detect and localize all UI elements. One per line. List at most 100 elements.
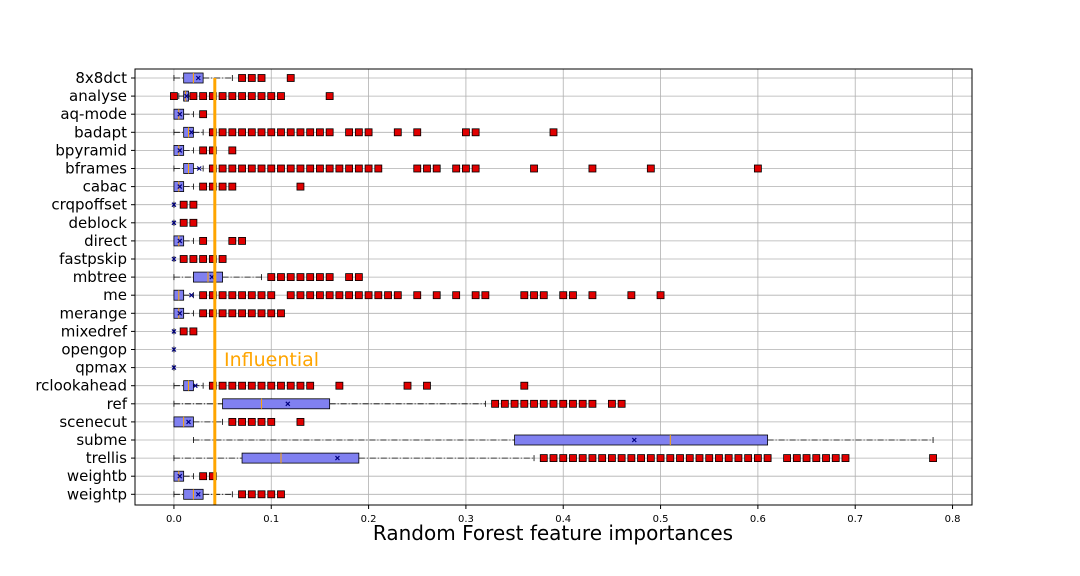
mean-marker bbox=[177, 473, 183, 479]
outlier-point bbox=[228, 164, 237, 173]
outlier-point bbox=[277, 128, 285, 137]
outlier-point bbox=[792, 454, 801, 463]
outlier-point bbox=[802, 454, 811, 463]
outlier-point bbox=[364, 164, 373, 173]
outlier-point bbox=[666, 454, 675, 463]
x-tick-label: 0.4 bbox=[555, 514, 571, 525]
boxplot-crqpoffset bbox=[171, 200, 198, 209]
boxplot-me bbox=[173, 289, 665, 301]
outlier-point bbox=[228, 417, 237, 426]
boxplot-analyse bbox=[170, 90, 334, 102]
outlier-point bbox=[452, 164, 461, 173]
mean-marker bbox=[335, 455, 340, 461]
outlier-point bbox=[393, 291, 402, 300]
boxplot-cabac bbox=[173, 181, 305, 193]
outlier-point bbox=[530, 164, 538, 173]
outlier-point bbox=[588, 291, 597, 300]
mean-marker bbox=[171, 365, 177, 371]
grid-lines bbox=[135, 69, 972, 505]
x-axis-label: Random Forest feature importances bbox=[373, 521, 733, 545]
outlier-point bbox=[569, 291, 577, 300]
outlier-point bbox=[831, 454, 840, 463]
outlier-point bbox=[588, 454, 597, 463]
outlier-point bbox=[228, 128, 237, 137]
outlier-point bbox=[247, 74, 256, 82]
mean-marker bbox=[171, 256, 177, 262]
outlier-point bbox=[228, 92, 237, 100]
boxplot-badapt bbox=[173, 126, 558, 138]
outlier-point bbox=[267, 381, 276, 390]
box bbox=[514, 434, 769, 446]
outlier-point bbox=[286, 164, 295, 173]
outlier-point bbox=[549, 399, 558, 408]
outlier-point bbox=[179, 200, 188, 209]
outlier-point bbox=[520, 291, 529, 300]
outlier-point bbox=[267, 490, 276, 499]
outlier-point bbox=[471, 164, 480, 173]
outlier-point bbox=[267, 273, 276, 282]
outlier-point bbox=[432, 291, 441, 300]
category-label: opengop bbox=[61, 341, 127, 359]
box bbox=[222, 398, 331, 410]
outlier-point bbox=[199, 309, 208, 318]
boxplot-weightp bbox=[173, 488, 285, 500]
outlier-point bbox=[753, 454, 762, 463]
outlier-point bbox=[286, 291, 295, 300]
outlier-point bbox=[812, 454, 821, 463]
outlier-point bbox=[199, 472, 208, 481]
outlier-point bbox=[306, 273, 315, 282]
outlier-point bbox=[238, 291, 246, 300]
boxplot-fastpskip bbox=[171, 255, 227, 263]
outlier-point bbox=[208, 309, 217, 318]
outlier-point bbox=[277, 92, 285, 100]
outlier-point bbox=[607, 454, 616, 463]
outlier-point bbox=[199, 182, 208, 191]
outlier-point bbox=[491, 399, 500, 408]
outlier-point bbox=[199, 146, 208, 155]
outlier-point bbox=[286, 273, 295, 282]
outlier-point bbox=[296, 417, 305, 426]
outlier-point bbox=[637, 454, 645, 463]
outlier-point bbox=[413, 128, 422, 137]
outlier-point bbox=[238, 417, 246, 426]
boxplot-subme bbox=[192, 434, 934, 446]
mean-marker bbox=[171, 220, 177, 226]
outlier-point bbox=[208, 92, 217, 100]
x-tick-label: 0.5 bbox=[653, 514, 669, 525]
category-label: direct bbox=[84, 232, 127, 250]
outlier-point bbox=[228, 182, 237, 191]
mean-marker bbox=[177, 184, 183, 190]
category-label: weightp bbox=[67, 485, 127, 503]
category-label: scenecut bbox=[59, 413, 127, 431]
outlier-point bbox=[296, 273, 305, 282]
outlier-point bbox=[208, 381, 217, 390]
category-label: merange bbox=[60, 304, 127, 322]
plot-area bbox=[135, 69, 972, 505]
outlier-point bbox=[471, 291, 480, 300]
outlier-point bbox=[335, 164, 344, 173]
outlier-point bbox=[578, 399, 587, 408]
outlier-point bbox=[744, 454, 753, 463]
outlier-point bbox=[578, 454, 587, 463]
category-label: subme bbox=[76, 431, 127, 449]
outlier-point bbox=[238, 164, 246, 173]
outlier-point bbox=[588, 164, 597, 173]
outlier-point bbox=[228, 146, 237, 155]
outlier-point bbox=[247, 92, 256, 100]
outlier-point bbox=[753, 164, 762, 173]
boxplot-trellis bbox=[173, 452, 937, 464]
outlier-point bbox=[471, 128, 480, 137]
outlier-point bbox=[715, 454, 723, 463]
boxplots bbox=[170, 72, 937, 500]
outlier-point bbox=[403, 381, 412, 390]
outlier-point bbox=[354, 273, 363, 282]
outlier-point bbox=[247, 381, 256, 390]
outlier-point bbox=[325, 164, 334, 173]
outlier-point bbox=[189, 255, 198, 263]
outlier-point bbox=[189, 92, 198, 100]
x-tick-label: 0.8 bbox=[945, 514, 961, 525]
outlier-point bbox=[559, 291, 568, 300]
outlier-point bbox=[325, 128, 334, 137]
mean-marker bbox=[195, 75, 201, 81]
